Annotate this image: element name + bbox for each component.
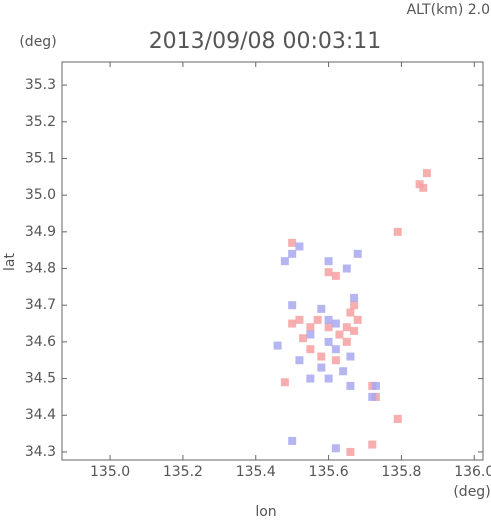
echo-point: [324, 323, 333, 332]
echo-point: [306, 345, 315, 354]
echo-point: [353, 249, 362, 258]
echo-point: [324, 315, 333, 324]
echo-point: [331, 271, 340, 280]
echo-point: [422, 169, 431, 178]
x-unit: (deg): [453, 484, 490, 500]
echo-point: [295, 242, 304, 251]
y-tick-label: 35.2: [25, 114, 56, 130]
echo-point: [342, 323, 351, 332]
echo-point: [350, 301, 359, 310]
echo-point: [324, 257, 333, 266]
echo-point: [295, 356, 304, 365]
x-tick-label: 135.0: [90, 464, 130, 480]
echo-point: [331, 319, 340, 328]
echo-point: [393, 414, 402, 423]
y-tick-label: 35.3: [25, 77, 56, 93]
echo-point: [299, 334, 308, 343]
echo-point: [342, 264, 351, 273]
echo-point: [288, 238, 297, 247]
y-tick-label: 34.9: [25, 224, 56, 240]
x-tick-label: 135.8: [381, 464, 421, 480]
echo-point: [317, 363, 326, 372]
echo-point: [346, 352, 355, 361]
echo-point: [331, 356, 340, 365]
echo-point: [324, 268, 333, 277]
y-tick-label: 35.1: [25, 150, 56, 166]
echo-point: [280, 378, 289, 387]
plot-frame: [61, 61, 484, 461]
x-tick-label: 136.0: [454, 464, 491, 480]
echo-point: [317, 304, 326, 313]
echo-point: [419, 183, 428, 192]
echo-point: [350, 326, 359, 335]
echo-point: [346, 308, 355, 317]
echo-point: [288, 249, 297, 258]
echo-point: [368, 440, 377, 449]
echo-point: [280, 257, 289, 266]
echo-point: [306, 374, 315, 383]
echo-point: [313, 315, 322, 324]
echo-point: [331, 345, 340, 354]
x-axis-label: lon: [255, 504, 276, 520]
y-tick-label: 34.8: [25, 261, 56, 277]
x-tick-label: 135.4: [236, 464, 276, 480]
altitude-label: ALT(km) 2.0: [407, 2, 490, 18]
y-tick-label: 34.3: [25, 444, 56, 460]
echo-point: [324, 374, 333, 383]
y-tick-label: 34.5: [25, 371, 56, 387]
y-tick-label: 34.7: [25, 297, 56, 313]
y-tick-label: 35.0: [25, 187, 56, 203]
echo-point: [353, 315, 362, 324]
x-tick-label: 135.2: [163, 464, 203, 480]
echo-point: [335, 330, 344, 339]
echo-point: [368, 392, 377, 401]
y-tick-label: 34.6: [25, 334, 56, 350]
echo-point: [317, 352, 326, 361]
echo-point: [346, 381, 355, 390]
y-tick-label: 34.4: [25, 407, 56, 423]
echo-point: [346, 447, 355, 456]
echo-point: [393, 227, 402, 236]
echo-point: [288, 436, 297, 445]
echo-point: [324, 337, 333, 346]
echo-point: [331, 444, 340, 453]
echo-point: [371, 381, 380, 390]
echo-point: [342, 337, 351, 346]
echo-point: [295, 315, 304, 324]
echo-point: [339, 367, 348, 376]
y-unit: (deg): [19, 34, 56, 50]
echo-point: [350, 293, 359, 302]
chart-title: 2013/09/08 00:03:11: [149, 29, 382, 54]
echo-point: [306, 323, 315, 332]
echo-point: [288, 301, 297, 310]
echo-point: [273, 341, 282, 350]
echo-point: [288, 319, 297, 328]
x-tick-label: 135.6: [309, 464, 349, 480]
echo-point: [306, 330, 315, 339]
y-axis-label: lat: [2, 253, 18, 271]
